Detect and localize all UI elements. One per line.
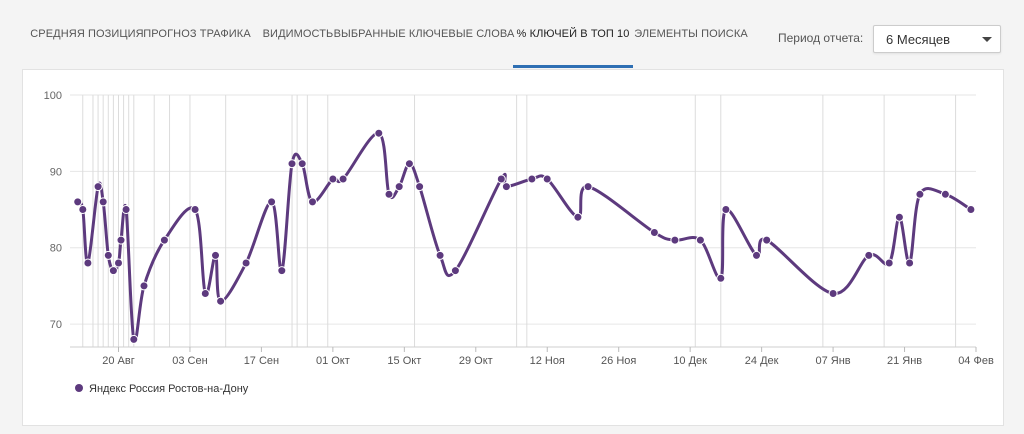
- x-tick-label: 01 Окт: [316, 355, 350, 367]
- x-tick-label: 26 Ноя: [601, 355, 636, 367]
- y-tick-label: 90: [50, 166, 62, 178]
- data-point: [940, 189, 950, 199]
- period-label: Период отчета:: [778, 31, 864, 45]
- data-point: [297, 159, 307, 169]
- data-point: [83, 258, 93, 268]
- x-tick-label: 20 Авг: [102, 355, 134, 367]
- x-tick-label: 15 Окт: [387, 355, 421, 367]
- data-point: [894, 212, 904, 222]
- data-point: [216, 296, 226, 306]
- data-point: [415, 182, 425, 192]
- data-point: [108, 266, 118, 276]
- x-tick-label: 24 Дек: [745, 355, 779, 367]
- data-point: [73, 197, 83, 207]
- data-point: [200, 289, 210, 298]
- data-point: [159, 235, 169, 245]
- data-point: [670, 235, 680, 245]
- x-tick-label: 04 Фев: [958, 355, 994, 367]
- data-point: [649, 228, 659, 237]
- data-point: [966, 205, 976, 214]
- chart-panel: 70 80 90 100 20 Авг 03 Сен 17 Сен 01 Окт 15 Окт 2…: [22, 69, 1004, 426]
- tab-average-position[interactable]: СРЕДНЯЯ ПОЗИЦИЯ: [30, 28, 144, 40]
- data-point: [695, 235, 705, 245]
- series-line: [76, 131, 973, 343]
- tab-selected-keywords[interactable]: ВЫБРАННЫЕ КЛЮЧЕВЫЕ СЛОВА: [333, 28, 515, 40]
- data-point: [394, 182, 404, 192]
- data-point: [116, 235, 126, 245]
- data-point: [211, 250, 220, 260]
- data-point: [121, 205, 131, 214]
- data-point: [338, 174, 348, 184]
- x-tick-label: 17 Сен: [244, 355, 279, 367]
- data-point: [374, 128, 384, 138]
- data-point: [864, 250, 874, 260]
- period-select[interactable]: 6 Месяцев: [873, 25, 1001, 53]
- data-point: [828, 289, 838, 298]
- legend-label: Яндекс Россия Ростов-на-Дону: [89, 383, 249, 395]
- data-point: [328, 174, 338, 184]
- data-point: [905, 258, 915, 268]
- tab-keywords-top10[interactable]: % КЛЮЧЕЙ В ТОП 10: [513, 0, 633, 68]
- data-point: [501, 182, 511, 192]
- data-point: [450, 266, 460, 276]
- y-tick-label: 80: [50, 243, 62, 255]
- data-point: [287, 159, 297, 169]
- data-point: [884, 258, 894, 268]
- data-point: [78, 205, 88, 214]
- data-point: [527, 174, 537, 184]
- tab-search-elements[interactable]: ЭЛЕМЕНТЫ ПОИСКА: [634, 28, 748, 40]
- data-point: [277, 266, 287, 276]
- report-tabs: СРЕДНЯЯ ПОЗИЦИЯ ПРОГНОЗ ТРАФИКА ВИДИМОСТ…: [22, 0, 1002, 68]
- x-tick-label: 21 Янв: [887, 355, 922, 367]
- data-point: [583, 182, 593, 192]
- y-tick-label: 100: [44, 90, 62, 102]
- x-tick-label: 07 Янв: [816, 355, 851, 367]
- chevron-down-icon: [982, 37, 992, 42]
- data-point: [267, 197, 277, 207]
- legend-marker: [75, 384, 83, 392]
- x-tick-label: 10 Дек: [673, 355, 707, 367]
- tab-traffic-forecast[interactable]: ПРОГНОЗ ТРАФИКА: [143, 28, 251, 40]
- x-tick-label: 03 Сен: [172, 355, 207, 367]
- data-point: [241, 258, 251, 268]
- data-point: [93, 182, 103, 192]
- data-point: [129, 334, 139, 344]
- data-point: [752, 250, 761, 260]
- data-point: [762, 235, 772, 245]
- tab-visibility[interactable]: ВИДИМОСТЬ: [262, 28, 334, 40]
- line-chart: 70 80 90 100 20 Авг 03 Сен 17 Сен 01 Окт 15 Окт 2…: [44, 90, 994, 395]
- data-point: [721, 205, 731, 214]
- period-select-value: 6 Месяцев: [886, 32, 951, 47]
- y-tick-label: 70: [50, 319, 62, 331]
- data-point: [114, 258, 123, 268]
- data-point: [435, 250, 445, 260]
- x-tick-label: 29 Окт: [459, 355, 493, 367]
- data-point: [404, 159, 414, 169]
- data-point: [103, 250, 113, 260]
- data-point: [716, 273, 726, 283]
- x-tick-label: 12 Ноя: [530, 355, 565, 367]
- data-point: [573, 212, 583, 222]
- data-point: [915, 189, 925, 199]
- data-point: [139, 281, 149, 291]
- data-point: [98, 197, 108, 207]
- data-point: [384, 189, 394, 199]
- data-point: [308, 197, 317, 207]
- data-point: [542, 174, 552, 184]
- data-point: [190, 205, 200, 214]
- data-point: [496, 174, 506, 184]
